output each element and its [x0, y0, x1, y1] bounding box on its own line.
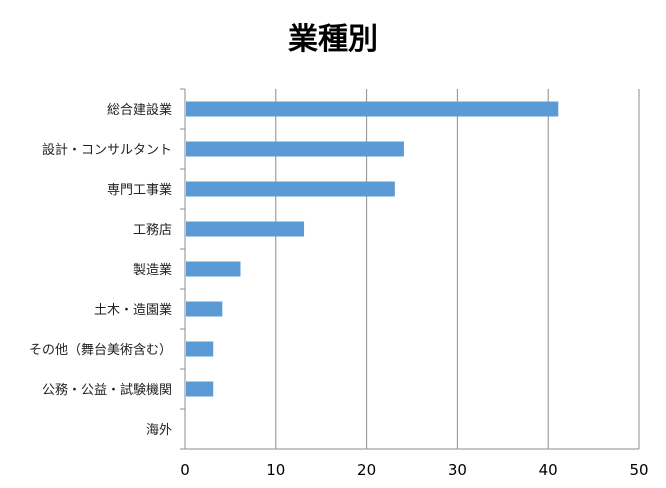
bar — [186, 261, 241, 277]
bar — [186, 381, 214, 397]
category-label: 設計・コンサルタント — [42, 142, 172, 158]
bar — [186, 101, 559, 117]
category-label: 製造業 — [133, 262, 172, 278]
x-tick-label: 50 — [629, 461, 648, 479]
category-label: 海外 — [146, 423, 172, 438]
bar — [186, 141, 404, 157]
x-tick-label: 10 — [266, 461, 285, 479]
x-tick-label: 0 — [180, 461, 190, 479]
bar — [186, 181, 395, 197]
chart-title: 業種別 — [288, 22, 378, 57]
bar — [186, 221, 305, 237]
category-label: 工務店 — [133, 223, 172, 238]
x-tick-label: 30 — [448, 461, 467, 479]
x-tick-label: 20 — [357, 461, 376, 479]
bar — [186, 301, 223, 317]
x-tick-label: 40 — [539, 461, 558, 479]
bar — [186, 341, 214, 357]
category-label: 公務・公益・試験機関 — [42, 382, 172, 398]
category-label: 専門工事業 — [107, 182, 172, 198]
category-label: 土木・造園業 — [94, 302, 172, 318]
category-label: その他（舞台美術含む） — [29, 342, 172, 358]
category-label: 総合建設業 — [107, 102, 172, 118]
